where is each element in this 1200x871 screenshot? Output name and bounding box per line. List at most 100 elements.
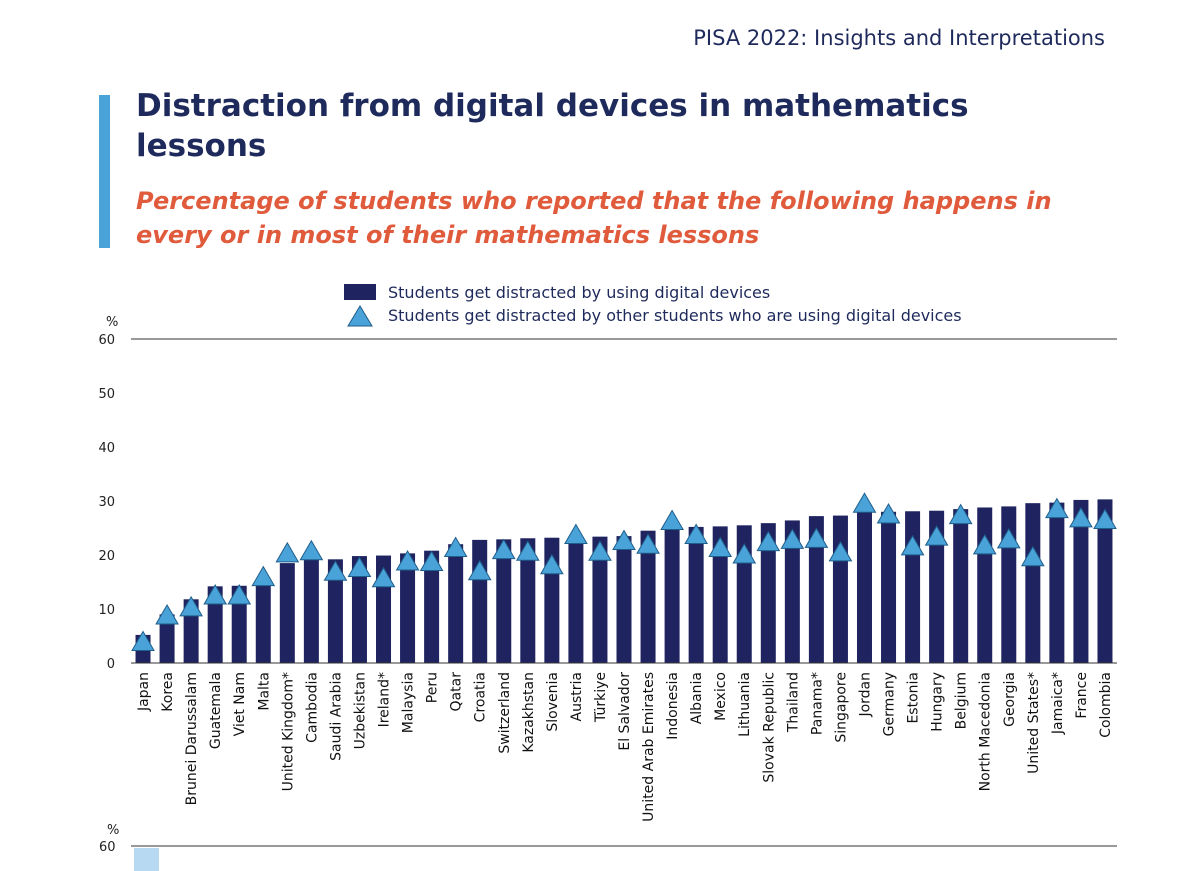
bar	[1025, 503, 1041, 663]
category-label: Hungary	[930, 672, 946, 732]
legend: Students get distracted by using digital…	[344, 283, 962, 327]
triangle-marker	[299, 539, 324, 561]
triangle-marker	[636, 533, 660, 554]
triangle-marker	[275, 541, 300, 563]
bar	[159, 614, 175, 663]
triangle-marker	[948, 503, 973, 525]
y-tick-label: 0	[107, 657, 115, 672]
triangle-marker	[852, 492, 877, 513]
legend-label-devices: Students get distracted by using digital…	[388, 283, 770, 302]
triangle-marker	[708, 536, 733, 558]
triangle-marker	[539, 553, 564, 575]
category-label: Jamaica*	[1050, 672, 1066, 735]
triangle-marker	[515, 540, 540, 561]
bar	[568, 537, 584, 663]
triangle-marker	[251, 565, 276, 587]
bar	[905, 511, 921, 663]
triangle-marker	[155, 604, 179, 625]
category-label: Cambodia	[304, 672, 320, 743]
category-label: United Arab Emirates	[641, 672, 657, 822]
category-label: Colombia	[1098, 672, 1114, 738]
bar	[303, 557, 319, 663]
category-label: Indonesia	[665, 672, 681, 740]
title-accent-bar	[99, 95, 110, 248]
bar	[231, 585, 247, 663]
y-tick-label: 60	[98, 333, 115, 348]
next-panel-bar	[134, 848, 159, 871]
category-label: North Macedonia	[978, 672, 994, 791]
category-label: Austria	[569, 672, 585, 721]
triangle-marker	[804, 527, 829, 548]
category-label: Viet Nam	[232, 672, 248, 736]
bar	[977, 507, 993, 663]
bar	[1073, 499, 1089, 663]
triangle-marker	[1093, 508, 1117, 529]
category-label: Saudi Arabia	[328, 672, 344, 761]
y-tick-label: 30	[98, 495, 115, 510]
category-label: Türkiye	[593, 672, 609, 723]
bar	[808, 516, 824, 663]
bar	[832, 515, 848, 663]
triangle-marker	[684, 523, 709, 545]
triangle-marker	[419, 550, 444, 572]
triangle-marker	[732, 543, 757, 564]
triangle-marker	[660, 509, 684, 531]
category-label: United States*	[1026, 672, 1042, 774]
bar	[616, 536, 632, 663]
triangle-marker	[876, 503, 901, 524]
triangle-marker	[179, 595, 203, 617]
category-label: Ireland*	[377, 672, 393, 727]
category-label: Brunei Darussalam	[184, 672, 200, 805]
y-tick-label: 20	[98, 549, 115, 564]
bar	[856, 511, 872, 663]
bar	[592, 536, 608, 663]
bar	[712, 526, 728, 663]
category-label: Mexico	[713, 672, 729, 721]
triangle-marker	[924, 525, 949, 546]
category-label: Qatar	[449, 672, 465, 712]
category-label: Malaysia	[401, 672, 417, 733]
bar	[400, 553, 416, 663]
triangle-marker	[1045, 497, 1069, 519]
bar	[520, 538, 536, 663]
bar	[327, 559, 343, 663]
chart: Students get distracted by using digital…	[98, 283, 1117, 871]
triangle-marker	[371, 566, 396, 588]
legend-label-other-students: Students get distracted by other student…	[388, 306, 962, 325]
category-label: Guatemala	[208, 672, 224, 749]
category-label: Uzbekistan	[352, 672, 368, 749]
legend-triangle-swatch	[347, 305, 373, 327]
triangle-marker	[1020, 545, 1045, 567]
bar	[1049, 502, 1065, 663]
next-panel-unit: %	[107, 823, 119, 838]
bar	[640, 530, 656, 663]
category-label: Slovenia	[545, 672, 561, 732]
bar	[784, 520, 800, 663]
bar	[448, 544, 464, 663]
category-labels: Japan Korea Brunei Darussalam Guatemala Viet…	[136, 672, 1114, 822]
legend-bar-swatch	[344, 284, 376, 300]
triangle-marker	[131, 630, 155, 651]
bar	[881, 511, 897, 663]
bar	[1097, 499, 1113, 663]
bar	[929, 510, 945, 663]
category-label: Korea	[160, 672, 176, 712]
category-label: Germany	[882, 672, 898, 736]
bar	[424, 550, 440, 663]
triangle-marker	[443, 536, 468, 558]
triangle-marker	[612, 529, 636, 550]
triangle-marker	[323, 560, 348, 581]
category-label: Jordan	[857, 672, 873, 718]
bar	[496, 539, 512, 663]
category-label: France	[1074, 672, 1090, 719]
bar	[760, 523, 776, 663]
category-label: Thailand	[785, 672, 801, 733]
y-tick-label: 40	[98, 441, 115, 456]
category-label: Estonia	[906, 672, 922, 724]
category-label: Malta	[256, 672, 272, 711]
triangle-marker	[756, 530, 781, 552]
triangle-marker	[780, 528, 805, 549]
category-label: El Salvador	[617, 672, 633, 751]
triangle-marker	[996, 527, 1021, 549]
category-label: Croatia	[473, 672, 489, 722]
